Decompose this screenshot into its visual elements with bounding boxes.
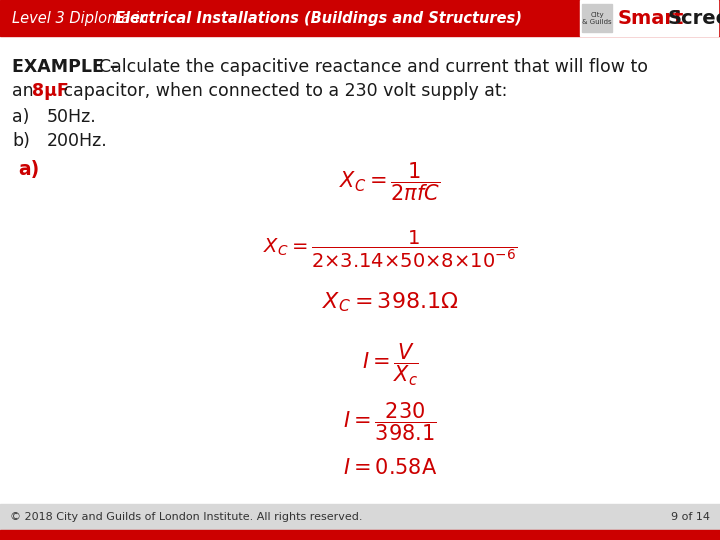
Text: 8μF: 8μF bbox=[32, 82, 68, 100]
Text: capacitor, when connected to a 230 volt supply at:: capacitor, when connected to a 230 volt … bbox=[58, 82, 508, 100]
Text: a): a) bbox=[18, 160, 40, 179]
Text: 200Hz.: 200Hz. bbox=[47, 132, 108, 150]
Bar bbox=[0, 0, 720, 36]
Bar bbox=[0, 530, 720, 540]
Text: Smart: Smart bbox=[618, 9, 685, 28]
Text: $X_C{=}398.1\Omega$: $X_C{=}398.1\Omega$ bbox=[322, 290, 459, 314]
Bar bbox=[0, 504, 720, 530]
Text: $I = \dfrac{V}{X_c}$: $I = \dfrac{V}{X_c}$ bbox=[361, 342, 418, 388]
Text: Calculate the capacitive reactance and current that will flow to: Calculate the capacitive reactance and c… bbox=[99, 58, 648, 76]
Text: $I = \dfrac{230}{398.1}$: $I = \dfrac{230}{398.1}$ bbox=[343, 400, 437, 442]
Text: Electrical Installations (Buildings and Structures): Electrical Installations (Buildings and … bbox=[115, 10, 522, 25]
Text: © 2018 City and Guilds of London Institute. All rights reserved.: © 2018 City and Guilds of London Institu… bbox=[10, 512, 362, 522]
Text: $I = 0.58\mathrm{A}$: $I = 0.58\mathrm{A}$ bbox=[343, 458, 437, 478]
Text: Screen: Screen bbox=[668, 9, 720, 28]
Text: City
& Guilds: City & Guilds bbox=[582, 11, 612, 24]
Text: an: an bbox=[12, 82, 39, 100]
Text: b): b) bbox=[12, 132, 30, 150]
Bar bbox=[580, 0, 718, 36]
Text: Level 3 Diploma in: Level 3 Diploma in bbox=[12, 10, 153, 25]
Text: 50Hz.: 50Hz. bbox=[47, 108, 96, 126]
Text: $X_C = \dfrac{1}{2\pi fC}$: $X_C = \dfrac{1}{2\pi fC}$ bbox=[339, 160, 441, 202]
Text: $X_C = \dfrac{1}{2{\times}3.14{\times}50{\times}8{\times}10^{-6}}$: $X_C = \dfrac{1}{2{\times}3.14{\times}50… bbox=[263, 228, 517, 269]
Text: a): a) bbox=[12, 108, 30, 126]
Bar bbox=[582, 4, 612, 32]
Text: 9 of 14: 9 of 14 bbox=[671, 512, 710, 522]
Text: EXAMPLE –: EXAMPLE – bbox=[12, 58, 125, 76]
